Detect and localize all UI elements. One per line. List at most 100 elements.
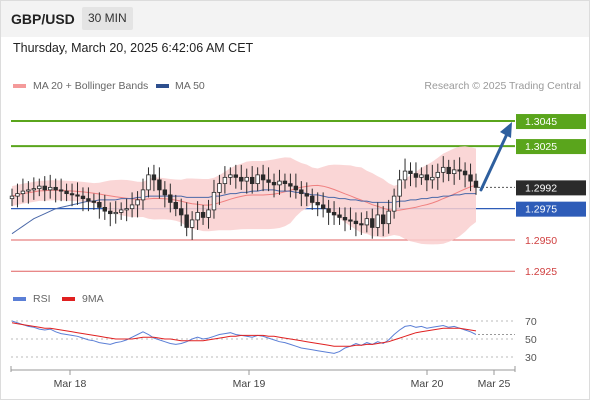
- level-label-1-2950: 1.2950: [525, 235, 557, 247]
- rsi-tick-50: 50: [525, 334, 537, 346]
- rsi-legend-label: RSI: [33, 293, 51, 305]
- candle-body: [402, 170, 408, 181]
- candle-body: [195, 212, 200, 221]
- forecast-arrow-shaft: [479, 132, 509, 192]
- candle-body: [80, 195, 86, 200]
- candle-body: [146, 174, 151, 191]
- candle-body: [375, 214, 380, 228]
- candle-body: [277, 180, 282, 186]
- ma20-line: [11, 184, 477, 211]
- attribution: Research © 2025 Trading Central: [424, 80, 581, 92]
- level-label-1-2925: 1.2925: [525, 266, 557, 278]
- candle-body: [430, 176, 435, 181]
- candle-body: [435, 171, 440, 178]
- candle-body: [206, 209, 211, 218]
- candle-body: [249, 176, 255, 185]
- x-tick-label: Mar 18: [54, 378, 87, 390]
- candle-body: [217, 183, 222, 193]
- rsi-ma-legend-label: 9MA: [82, 293, 104, 305]
- candle-body: [359, 223, 364, 226]
- x-tick-label: Mar 20: [411, 378, 444, 390]
- candle-body: [424, 174, 430, 181]
- candle-body: [124, 208, 129, 211]
- ma50-legend-label: MA 50: [175, 80, 205, 92]
- level-box-1-2975: [516, 201, 586, 217]
- candle-body: [413, 173, 419, 178]
- current-price-label: 1.2992: [525, 182, 557, 194]
- candle-body: [282, 180, 288, 185]
- candle-body: [113, 212, 118, 215]
- candle-body: [397, 179, 402, 197]
- candle-body: [26, 189, 31, 192]
- x-tick-label: Mar 25: [478, 378, 511, 390]
- candle-body: [118, 209, 124, 213]
- candle-body: [189, 219, 195, 228]
- candle-body: [419, 174, 424, 178]
- candle-body: [408, 170, 413, 175]
- rsi-tick-30: 30: [525, 352, 537, 364]
- candle-body: [255, 174, 260, 185]
- candle-body: [179, 208, 184, 216]
- candle-body: [140, 189, 146, 201]
- candle-body: [293, 185, 299, 191]
- level-label-1-3025: 1.3025: [525, 141, 557, 153]
- candle-body: [364, 218, 370, 226]
- candle-body: [342, 217, 348, 221]
- candle-body: [260, 174, 266, 181]
- candle-body: [266, 179, 271, 183]
- candle-body: [184, 214, 189, 228]
- candle-body: [42, 185, 47, 191]
- candles-group: [9, 156, 479, 240]
- candle-body: [211, 191, 217, 211]
- rsi-line: [11, 320, 477, 354]
- candle-body: [162, 189, 168, 196]
- timeframe-badge[interactable]: 30 MIN: [82, 7, 133, 30]
- candle-body: [9, 195, 15, 200]
- candle-body: [168, 194, 173, 203]
- rsi-ma-legend-swatch: [62, 297, 75, 301]
- candle-body: [299, 189, 304, 195]
- candle-body: [200, 212, 206, 218]
- candle-body: [15, 193, 20, 197]
- candle-body: [37, 185, 42, 190]
- ma50-legend-swatch: [156, 84, 169, 88]
- candle-body: [468, 174, 473, 182]
- candle-body: [304, 193, 309, 197]
- candle-body: [348, 219, 353, 222]
- candle-body: [64, 190, 69, 195]
- candle-body: [48, 186, 53, 191]
- candle-body: [135, 199, 140, 206]
- rsi-ma-line: [11, 322, 477, 347]
- candle-body: [326, 208, 331, 213]
- candle-body: [20, 190, 26, 195]
- candle-body: [244, 176, 249, 182]
- candle-body: [31, 188, 37, 191]
- candle-body: [151, 174, 157, 181]
- candle-body: [58, 189, 64, 192]
- level-box-1-3025: [516, 139, 586, 155]
- candle-body: [86, 198, 91, 202]
- candle-body: [129, 204, 135, 210]
- candle-body: [239, 176, 244, 182]
- candle-body: [315, 201, 320, 206]
- symbol-title: GBP/USD: [11, 11, 75, 27]
- candle-body: [446, 166, 451, 175]
- candle-body: [320, 204, 326, 210]
- x-tick-label: Mar 19: [233, 378, 266, 390]
- candle-body: [102, 207, 107, 212]
- candle-body: [462, 170, 468, 176]
- candle-body: [97, 201, 102, 208]
- candle-body: [331, 212, 337, 216]
- level-box-1-3045: [516, 114, 586, 130]
- rsi-tick-70: 70: [525, 316, 537, 328]
- candle-body: [271, 181, 277, 186]
- candle-body: [386, 210, 391, 225]
- candle-body: [353, 220, 359, 225]
- candle-body: [370, 218, 375, 228]
- candle-body: [337, 214, 342, 218]
- candle-body: [91, 200, 97, 203]
- candle-body: [457, 169, 462, 172]
- candle-body: [451, 169, 457, 175]
- candle-body: [233, 174, 239, 178]
